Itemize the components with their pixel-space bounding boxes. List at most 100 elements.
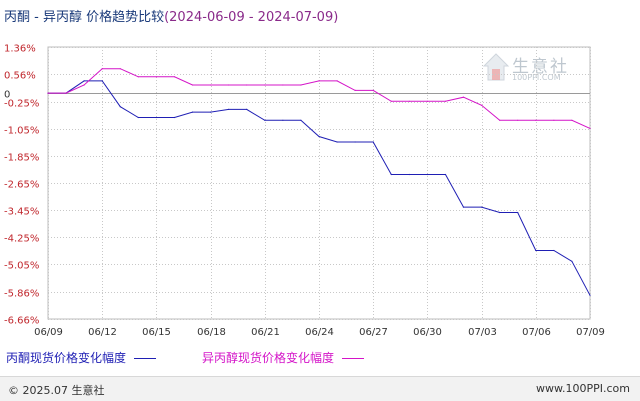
data-point: [137, 116, 139, 119]
y-tick-label: -5.05%: [4, 261, 39, 272]
footer-copyright: © 2025.07 生意社: [8, 384, 105, 397]
data-point: [119, 68, 121, 70]
x-tick-label: 06/27: [359, 327, 388, 338]
data-point: [336, 141, 338, 143]
data-point: [462, 206, 465, 208]
y-tick-label: -4.25%: [4, 234, 39, 245]
y-tick-label: 0: [4, 90, 10, 101]
x-tick-label: 06/18: [197, 327, 226, 338]
data-point: [390, 173, 392, 176]
x-tick-label: 07/09: [576, 327, 605, 338]
data-point: [499, 211, 501, 214]
series-lines: [47, 68, 591, 296]
y-tick-label: 0.56%: [4, 71, 36, 82]
data-point: [553, 249, 555, 252]
footer-bar: © 2025.07 生意社 www.100PPI.com: [0, 376, 640, 401]
data-point: [372, 141, 374, 143]
y-tick-label: -1.85%: [4, 153, 39, 164]
data-point: [462, 96, 465, 98]
data-point: [300, 119, 302, 121]
data-point: [372, 89, 374, 91]
x-tick-label: 06/15: [142, 327, 171, 338]
legend-item-acetone: 丙酮现货价格变化幅度: [6, 349, 156, 366]
legend-item-isopropanol: 异丙醇现货价格变化幅度: [202, 349, 364, 366]
data-point: [173, 76, 176, 78]
data-point: [481, 104, 483, 106]
data-point: [228, 108, 230, 110]
data-point: [155, 116, 157, 119]
data-point: [535, 119, 537, 121]
data-point: [155, 76, 157, 78]
x-tick-label: 06/21: [251, 327, 280, 338]
data-point: [282, 119, 284, 121]
data-point: [571, 260, 573, 262]
data-point: [228, 84, 230, 86]
x-axis-labels: 06/09 06/12 06/15 06/18 06/21 06/24 06/27 06/30…: [34, 327, 605, 338]
footer-website-link[interactable]: www.100PPI.com: [536, 382, 630, 395]
y-tick-label: -6.66%: [4, 316, 39, 327]
x-tick-label: 07/03: [468, 327, 497, 338]
y-axis-labels: 1.36% 0.56% 0-0.25% -1.05% -1.85% -2.65% -3.45…: [4, 44, 39, 327]
data-point: [553, 119, 555, 121]
data-point: [408, 173, 410, 176]
data-point: [191, 111, 194, 113]
data-point: [336, 80, 338, 82]
data-point: [173, 116, 176, 119]
data-point: [300, 84, 302, 86]
data-point: [264, 119, 266, 121]
data-point: [354, 141, 356, 143]
data-point: [535, 249, 537, 252]
data-point: [499, 119, 501, 121]
data-point: [119, 106, 121, 108]
data-point: [589, 127, 591, 129]
grid-lines: [47, 46, 591, 320]
data-point: [83, 80, 85, 82]
data-point: [517, 119, 519, 121]
data-point: [191, 84, 194, 86]
data-point: [517, 211, 519, 214]
legend-label-acetone: 丙酮现货价格变化幅度: [6, 351, 127, 365]
x-tick-label: 06/09: [34, 327, 63, 338]
y-tick-label: -2.65%: [4, 180, 39, 191]
data-point: [318, 80, 320, 82]
y-tick-label: 1.36%: [4, 44, 36, 55]
data-point: [444, 173, 447, 176]
data-point: [101, 68, 103, 70]
chart-title-main: 丙酮 - 异丙醇 价格趋势比较: [4, 10, 165, 25]
data-point: [571, 119, 573, 121]
data-point: [137, 76, 139, 78]
y-tick-label: -1.05%: [4, 126, 39, 137]
data-point: [47, 92, 49, 94]
data-point: [318, 135, 320, 138]
data-point: [354, 89, 356, 91]
data-point: [264, 84, 266, 86]
x-tick-label: 06/24: [305, 327, 334, 338]
legend-swatch-acetone: [133, 358, 156, 359]
legend-label-isopropanol: 异丙醇现货价格变化幅度: [202, 351, 335, 365]
data-point: [589, 294, 591, 296]
chart-title: 丙酮 - 异丙醇 价格趋势比较(2024-06-09 - 2024-07-09): [4, 6, 338, 25]
data-point: [210, 84, 212, 86]
data-point: [426, 100, 428, 102]
data-point: [101, 80, 103, 82]
x-tick-label: 06/30: [413, 327, 442, 338]
data-point: [408, 100, 410, 102]
y-tick-label: -5.86%: [4, 289, 39, 300]
data-point: [65, 92, 67, 94]
data-point: [390, 100, 392, 102]
legend-swatch-isopropanol: [341, 358, 364, 359]
data-point: [426, 173, 428, 176]
watermark-name: 生意社: [512, 57, 569, 77]
data-point: [444, 100, 447, 102]
data-point: [246, 108, 248, 110]
data-point: [83, 84, 85, 86]
data-point: [246, 84, 248, 86]
x-tick-label: 07/06: [522, 327, 551, 338]
y-tick-label: -3.45%: [4, 207, 39, 218]
data-point: [282, 84, 284, 86]
data-point: [481, 206, 483, 208]
data-point: [210, 111, 212, 113]
chart-title-range: (2024-06-09 - 2024-07-09): [164, 10, 339, 25]
y-tick-label: -0.25%: [4, 99, 39, 110]
